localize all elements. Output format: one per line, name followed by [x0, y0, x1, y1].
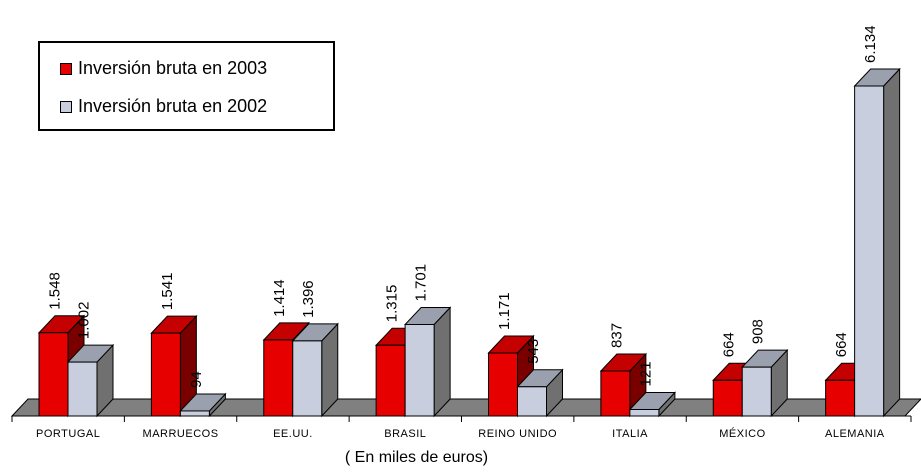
- bar-2002: [404, 323, 435, 417]
- bar-2003: [825, 379, 856, 417]
- x-tick-label: MÉXICO: [719, 427, 765, 440]
- x-tick-label: REINO UNIDO: [478, 428, 557, 440]
- bar-2003: [600, 370, 631, 417]
- data-label: 1.315: [384, 285, 401, 323]
- legend-label-2003: Inversión bruta en 2003: [78, 58, 268, 78]
- bar-side: [433, 306, 451, 418]
- x-tick-label: BRASIL: [384, 428, 426, 440]
- data-label: 94: [188, 371, 205, 388]
- bar-side: [883, 67, 901, 418]
- x-tick-label: PORTUGAL: [36, 428, 100, 440]
- data-label: 664: [833, 332, 850, 357]
- data-label: 121: [637, 361, 654, 386]
- legend-swatch-2002: [60, 100, 72, 113]
- bar-2003: [375, 344, 406, 417]
- legend-item-2002: Inversión bruta en 2002: [60, 96, 267, 117]
- x-tick-label: EE.UU.: [273, 428, 313, 440]
- bar-2003: [263, 339, 294, 417]
- units-note: ( En miles de euros): [344, 449, 489, 466]
- data-label: 1.002: [76, 302, 93, 340]
- bar-2002: [179, 410, 210, 417]
- data-label: 6.134: [862, 25, 879, 63]
- legend-label-2002: Inversión bruta en 2002: [78, 96, 268, 116]
- bar-2003: [150, 332, 181, 417]
- bar-2002: [629, 408, 660, 417]
- bar-2003: [488, 352, 518, 417]
- data-label: 664: [721, 332, 738, 357]
- bar-2003: [38, 332, 69, 417]
- bar-2002: [67, 361, 98, 417]
- chart-footer-note: ( En miles de euros): [0, 449, 921, 467]
- data-label: 543: [525, 339, 542, 364]
- legend-swatch-2003: [60, 62, 72, 75]
- data-label: 1.701: [413, 264, 430, 302]
- data-label: 1.548: [47, 272, 64, 310]
- data-label: 1.396: [300, 280, 317, 318]
- data-label: 1.414: [271, 279, 288, 317]
- bar-2002: [854, 85, 885, 417]
- chart-legend: Inversión bruta en 2003 Inversión bruta …: [38, 41, 335, 131]
- data-label: 837: [608, 323, 625, 348]
- data-label: 1.541: [159, 273, 176, 311]
- data-label: 908: [750, 319, 767, 344]
- bar-2003: [712, 379, 743, 417]
- data-label: 1.171: [496, 292, 513, 330]
- x-tick-label: MARRUECOS: [143, 428, 219, 440]
- x-tick-label: ALEMANIA: [825, 428, 885, 440]
- x-tick-label: ITALIA: [612, 428, 648, 440]
- bar-2002: [741, 366, 772, 417]
- legend-item-2003: Inversión bruta en 2003: [60, 58, 267, 79]
- bar-2002: [517, 386, 547, 417]
- bar-2002: [292, 340, 323, 417]
